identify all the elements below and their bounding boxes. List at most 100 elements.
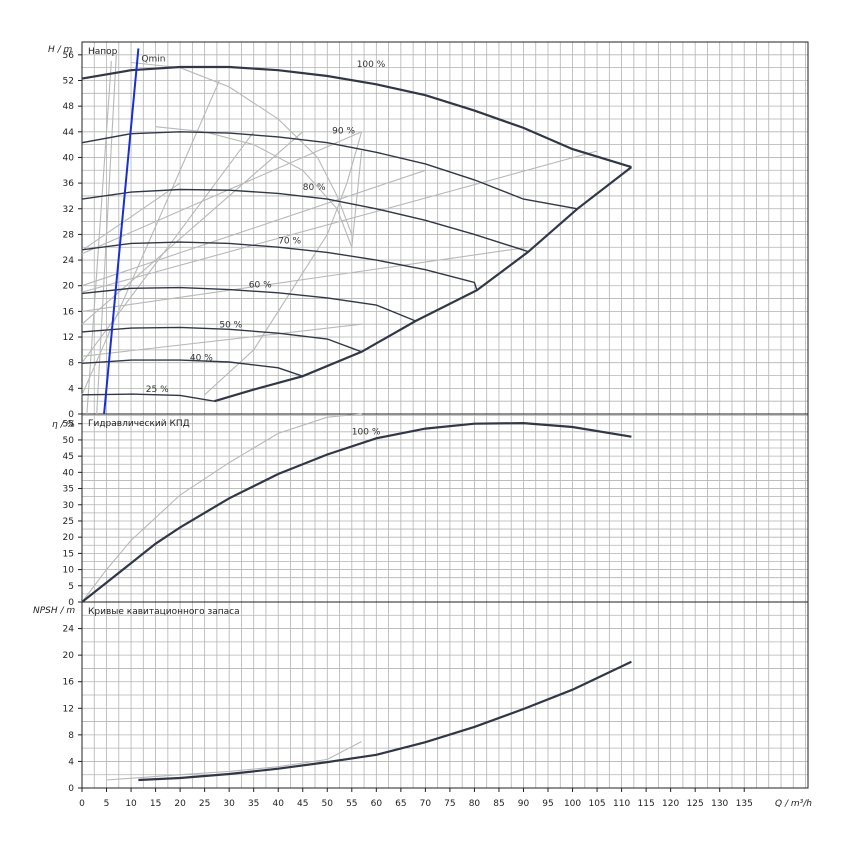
head-ghost-line [81,80,220,396]
x-tick-label: 130 [711,799,728,809]
x-tick-label: 55 [346,799,357,809]
x-tick-label: 125 [687,799,704,809]
y-axis-title: NPSH / m [33,606,75,616]
x-tick-label: 115 [638,799,655,809]
y-tick-label: 55 [63,420,74,430]
head-curve-25pct [81,393,215,402]
panel-frame [81,601,809,789]
x-tick-label: 75 [444,799,455,809]
head-ghost-line [81,169,426,287]
head-curve-90pct [81,131,578,210]
y-tick-label: 4 [68,757,74,767]
head-ghost-line [81,182,181,251]
y-tick-label: 12 [63,704,74,714]
x-tick-label: 45 [297,799,308,809]
head-ghost-line [81,323,362,357]
head-curve-50pct [81,326,362,353]
x-tick-label: 35 [248,799,259,809]
head-curve-label: 80 % [303,183,326,193]
x-tick-label: 60 [371,799,383,809]
x-tick-label: 10 [125,799,137,809]
y-tick-label: 20 [63,651,75,661]
x-tick-label: 80 [469,799,481,809]
panel-title: Кривые кавитационного запаса [88,607,240,617]
y-tick-label: 56 [63,51,75,61]
head-curve-label: 100 % [357,60,386,70]
y-tick-label: 20 [63,533,75,543]
head-curve-label: 60 % [249,281,272,291]
head-envelope-curve [214,166,633,403]
y-tick-label: 44 [63,128,75,138]
y-tick-label: 24 [63,256,75,266]
x-tick-label: 15 [150,799,161,809]
head-curve-70pct [81,241,478,291]
head-curve-label: 70 % [278,236,301,246]
x-tick-label: 50 [322,799,334,809]
y-tick-label: 10 [63,566,75,576]
y-tick-label: 52 [63,76,74,86]
y-tick-label: 12 [63,333,74,343]
x-tick-label: 105 [588,799,605,809]
y-tick-label: 35 [63,485,74,495]
head-curve-label: 90 % [332,127,355,137]
y-tick-label: 45 [63,452,74,462]
head-ghost-line [81,131,255,364]
x-tick-label: 100 [564,799,581,809]
y-tick-label: 28 [63,230,75,240]
head-curve-label: 25 % [146,385,169,395]
y-tick-label: 0 [68,410,74,420]
y-tick-label: 40 [63,153,75,163]
x-tick-label: 85 [493,799,504,809]
head-ghost-line [81,131,362,255]
qmin-line [103,48,140,415]
efficiency-curve-label: 100 % [352,427,381,437]
x-tick-label: 120 [662,799,679,809]
y-tick-label: 24 [63,625,75,635]
y-tick-label: 4 [68,384,74,394]
head-curve-80pct [81,188,529,253]
y-tick-label: 48 [63,102,75,112]
head-ghost-line [204,131,363,396]
head-curve-label: 50 % [219,320,242,330]
x-tick-label: 135 [736,799,753,809]
x-axis-title: Q / m³/h [775,799,812,809]
efficiency-ghost-curve [81,413,362,603]
panel-title: Напор [88,47,118,57]
y-tick-label: 0 [68,598,74,608]
head-curve-40pct [81,359,303,377]
head-ghost-line [81,246,529,312]
x-tick-label: 0 [79,799,85,809]
npsh-curve [138,660,632,782]
y-tick-label: 8 [68,359,74,369]
x-tick-label: 25 [199,799,210,809]
head-curve-60pct [81,286,416,322]
npsh-ghost-curve [106,741,362,781]
panel-title: Гидравлический КПД [88,419,190,429]
y-tick-label: 16 [63,678,75,688]
y-tick-label: 15 [63,549,74,559]
efficiency-curve [81,421,632,603]
x-tick-label: 20 [174,799,186,809]
x-tick-label: 90 [518,799,530,809]
head-curve-label: 40 % [190,354,213,364]
y-tick-label: 5 [68,582,74,592]
x-tick-label: 40 [272,799,284,809]
y-tick-label: 32 [63,205,74,215]
y-tick-label: 16 [63,307,75,317]
head-ghost-line [81,131,304,325]
y-tick-label: 25 [63,517,74,527]
y-tick-label: 40 [63,468,75,478]
y-tick-label: 0 [68,784,74,794]
qmin-label: Qmin [141,54,165,64]
x-tick-label: 70 [420,799,432,809]
x-tick-label: 65 [395,799,406,809]
head-ghost-line [81,150,598,293]
x-tick-label: 95 [542,799,553,809]
head-ghost-line [96,54,117,415]
x-tick-label: 5 [104,799,110,809]
x-tick-label: 30 [223,799,235,809]
y-axis-title: H / m [48,45,73,55]
y-tick-label: 50 [63,436,75,446]
y-axis-title: η / % [52,420,75,430]
